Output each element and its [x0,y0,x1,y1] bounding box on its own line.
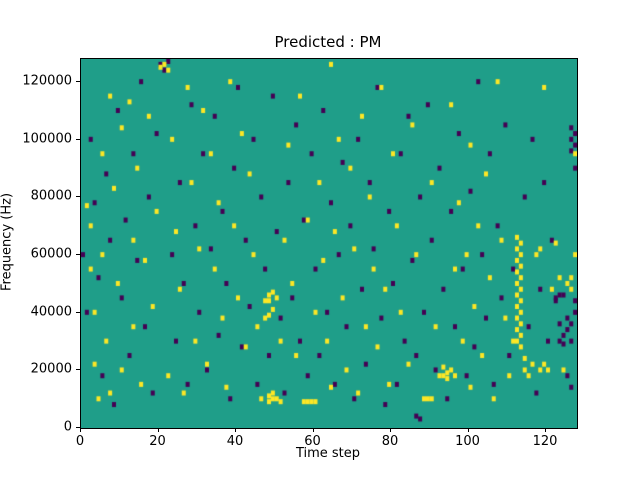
y-axis-label: Frequency (Hz) [0,192,15,292]
y-tick-label: 120000 [22,73,72,89]
y-tick-label: 0 [63,419,72,435]
x-axis-label: Time step [295,446,361,461]
plot-area [80,58,578,429]
heatmap-canvas [81,59,577,428]
x-tick-label: 20 [149,434,166,449]
x-tick-label: 40 [226,434,244,449]
y-tick-label: 40000 [30,304,72,320]
x-tick-label: 80 [381,434,399,449]
y-tick-mark [76,81,80,83]
x-tick-mark [390,428,391,432]
x-tick-label: 120 [532,434,558,449]
y-tick-mark [76,138,80,140]
y-tick-mark [76,254,80,256]
y-tick-mark [76,196,80,198]
y-tick-label: 80000 [30,188,72,204]
x-tick-mark [235,428,236,432]
y-tick-mark [76,369,80,371]
y-tick-label: 60000 [30,246,72,262]
y-tick-mark [76,311,80,313]
x-tick-label: 60 [304,434,321,449]
y-tick-label: 20000 [30,361,72,377]
y-tick-label: 100000 [22,131,72,147]
x-tick-mark [545,428,546,432]
y-tick-mark [76,427,80,428]
chart-title: Predicted : PM [274,33,382,51]
x-tick-mark [157,428,159,432]
x-tick-label: 100 [455,434,480,449]
x-tick-mark [312,428,314,432]
x-tick-mark [467,428,469,432]
x-tick-label: 0 [75,434,85,449]
x-tick-mark [80,428,81,432]
